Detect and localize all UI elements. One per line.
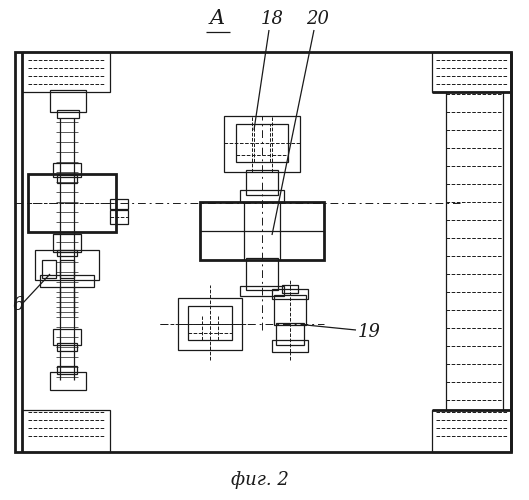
Bar — [57, 175, 77, 183]
Bar — [50, 372, 86, 390]
Bar — [57, 250, 77, 256]
Bar — [28, 174, 116, 232]
Bar — [432, 410, 511, 452]
Bar — [432, 52, 511, 92]
Bar — [188, 306, 232, 340]
Bar — [272, 340, 308, 352]
Bar — [224, 116, 300, 172]
Text: 18: 18 — [260, 10, 284, 28]
Bar — [236, 124, 288, 162]
Bar — [15, 52, 511, 452]
Bar — [42, 260, 56, 278]
Bar — [282, 285, 298, 293]
Bar — [60, 260, 74, 278]
Text: фиг. 2: фиг. 2 — [231, 471, 289, 489]
Bar — [53, 163, 81, 177]
Bar — [57, 366, 77, 374]
Bar — [40, 275, 94, 287]
Bar — [22, 52, 110, 92]
Bar — [35, 250, 99, 280]
Bar — [274, 295, 306, 325]
Bar — [50, 90, 86, 112]
Bar — [57, 110, 79, 118]
Bar — [272, 289, 308, 299]
Bar — [110, 199, 128, 209]
Bar — [240, 286, 284, 296]
Bar — [53, 234, 81, 252]
Bar — [57, 343, 77, 351]
Bar — [246, 170, 278, 195]
Bar — [246, 258, 278, 290]
Text: 20: 20 — [306, 10, 330, 28]
Bar — [276, 323, 304, 345]
Bar — [200, 202, 324, 260]
Bar — [240, 190, 284, 202]
Text: 6: 6 — [12, 296, 23, 314]
Bar — [178, 298, 242, 350]
Bar — [53, 329, 81, 345]
Bar — [22, 410, 110, 452]
Text: 19: 19 — [358, 323, 381, 341]
Bar — [110, 210, 128, 224]
Text: A: A — [209, 9, 225, 28]
